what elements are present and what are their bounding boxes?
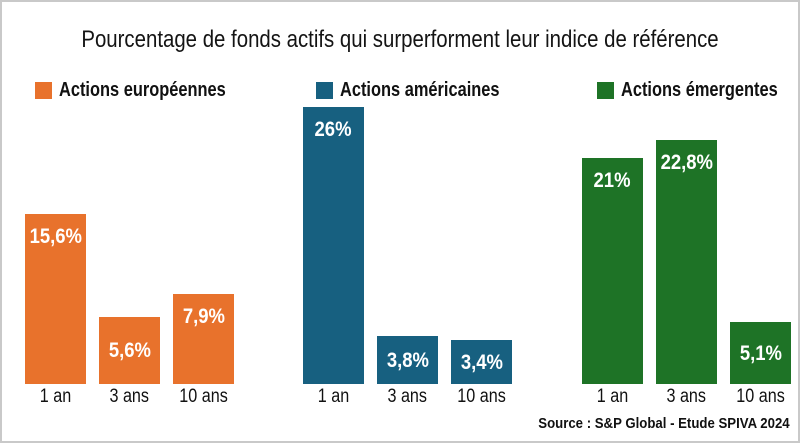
bar-value-label: 21% <box>594 169 631 192</box>
bar-cell: 22,8% 3 ans <box>656 140 717 410</box>
bar-cell: 5,1% 10 ans <box>730 322 791 410</box>
legend-swatch-teal <box>316 82 333 99</box>
bar-actions-americaines-10-ans: 3,4% <box>451 340 512 384</box>
bar-value-label: 22,8% <box>660 151 713 174</box>
bar-cell: 3,8% 3 ans <box>377 336 438 410</box>
legend-item-actions-europeennes: Actions européennes <box>35 79 262 102</box>
legend-item-actions-emergentes: Actions émergentes <box>597 79 798 102</box>
bar-cell: 15,6% 1 an <box>25 214 86 410</box>
x-axis-label-3-ans: 3 ans <box>666 386 707 407</box>
bar-value-label: 3,8% <box>386 348 429 372</box>
bar-value-label: 7,9% <box>182 305 225 328</box>
bar-cell: 21% 1 an <box>582 158 643 410</box>
bar-actions-emergentes-10-ans: 5,1% <box>730 322 791 384</box>
legend-label-actions-emergentes: Actions émergentes <box>621 79 778 101</box>
x-axis-label-3-ans: 3 ans <box>109 386 150 407</box>
source-note: Source : S&P Global - Etude SPIVA 2024 <box>538 415 790 432</box>
bar-value-label: 5,6% <box>108 339 151 362</box>
bar-actions-americaines-3-ans: 3,8% <box>377 336 438 384</box>
bar-actions-europeennes-1-an: 15,6% <box>25 214 86 384</box>
bar-cell: 5,6% 3 ans <box>99 317 160 410</box>
legend-label-actions-europeennes: Actions européennes <box>59 79 226 101</box>
legend-swatch-green <box>597 82 614 99</box>
bar-actions-emergentes-3-ans: 22,8% <box>656 140 717 384</box>
x-axis-label-1-an: 1 an <box>317 386 350 407</box>
bar-value-label: 5,1% <box>739 341 782 365</box>
x-axis-label-10-ans: 10 ans <box>179 386 228 407</box>
bar-cell: 26% 1 an <box>303 107 364 410</box>
bar-value-label: 26% <box>315 118 352 141</box>
bar-actions-europeennes-3-ans: 5,6% <box>99 317 160 384</box>
bar-group-actions-europeennes: 15,6% 1 an 5,6% 3 ans 7,9% 10 ans <box>25 214 234 410</box>
bar-group-actions-emergentes: 21% 1 an 22,8% 3 ans 5,1% 10 ans <box>582 140 791 410</box>
bar-cell: 7,9% 10 ans <box>173 294 234 410</box>
bar-actions-europeennes-10-ans: 7,9% <box>173 294 234 384</box>
x-axis-label-10-ans: 10 ans <box>457 386 506 407</box>
chart-title: Pourcentage de fonds actifs qui surperfo… <box>81 26 719 53</box>
bar-actions-americaines-1-an: 26% <box>303 107 364 384</box>
x-axis-label-10-ans: 10 ans <box>736 386 785 407</box>
x-axis-label-1-an: 1 an <box>39 386 72 407</box>
bar-actions-emergentes-1-an: 21% <box>582 158 643 384</box>
bar-value-label: 15,6% <box>29 225 82 248</box>
legend-swatch-orange <box>35 82 52 99</box>
x-axis-label-3-ans: 3 ans <box>387 386 428 407</box>
bar-cell: 3,4% 10 ans <box>451 340 512 410</box>
bar-group-actions-americaines: 26% 1 an 3,8% 3 ans 3,4% 10 ans <box>303 107 512 410</box>
legend-item-actions-americaines: Actions américaines <box>316 79 535 102</box>
legend-label-actions-americaines: Actions américaines <box>340 79 500 101</box>
bar-value-label: 3,4% <box>460 350 503 374</box>
x-axis-label-1-an: 1 an <box>596 386 629 407</box>
